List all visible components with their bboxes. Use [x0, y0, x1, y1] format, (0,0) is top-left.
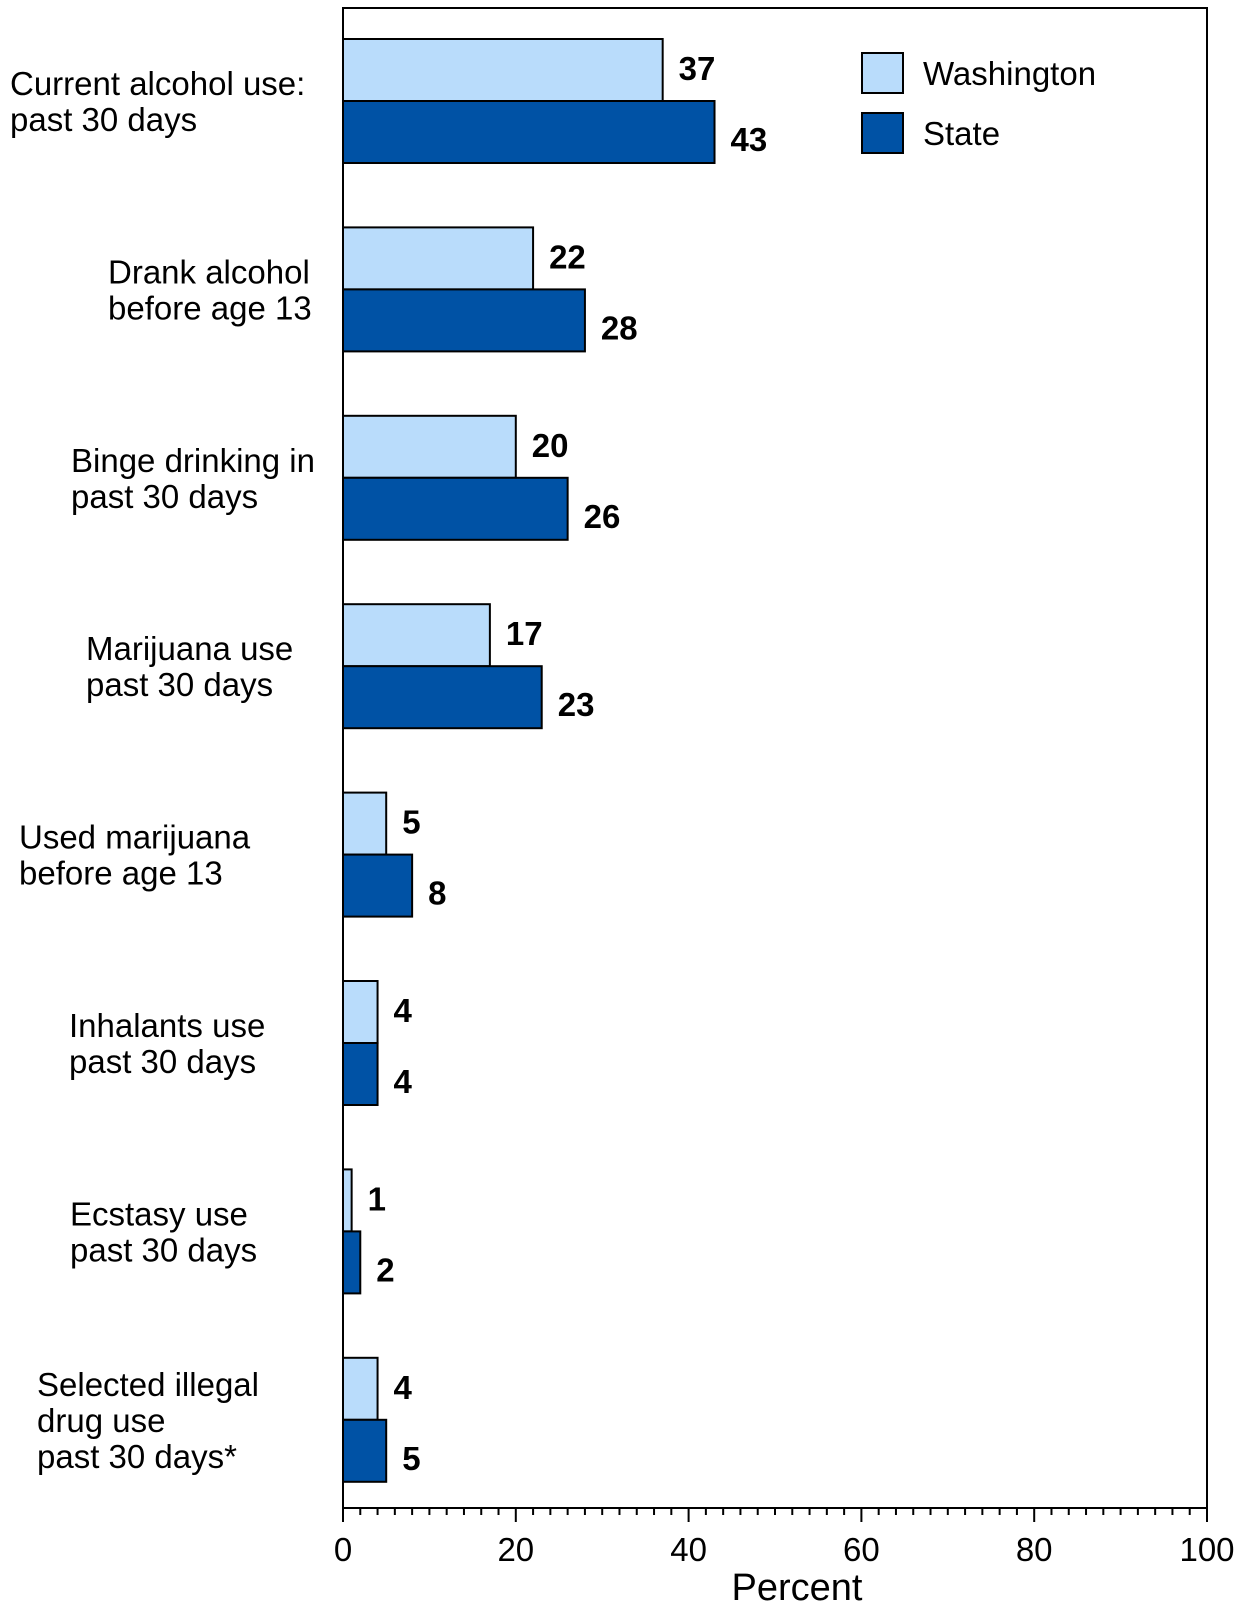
bar-state-0 — [342, 100, 716, 164]
bar-washington-7 — [342, 1356, 379, 1421]
category-label-line: past 30 days — [71, 478, 258, 515]
legend: Washington State — [861, 52, 1096, 154]
category-label-line: Marijuana use — [86, 630, 293, 667]
category-label-line: Inhalants use — [69, 1007, 265, 1044]
value-label-washington-4: 5 — [402, 804, 420, 841]
category-label-line: before age 13 — [19, 855, 223, 892]
value-label-state-7: 5 — [402, 1440, 420, 1477]
category-label-5: Inhalants use past 30 days — [69, 1007, 265, 1080]
x-axis-title: Percent — [732, 1567, 863, 1608]
value-label-washington-7: 4 — [394, 1369, 413, 1406]
bar-washington-6 — [342, 1168, 353, 1233]
value-label-state-3: 23 — [558, 686, 595, 723]
bar-state-7 — [342, 1418, 388, 1483]
category-label-line: past 30 days — [10, 101, 197, 138]
bar-washington-0 — [342, 38, 664, 102]
category-label-line: Drank alcohol — [108, 253, 310, 290]
value-label-washington-1: 22 — [549, 238, 586, 275]
value-label-washington-5: 4 — [394, 992, 413, 1029]
bar-washington-3 — [342, 603, 491, 668]
category-label-6: Ecstasy use past 30 days — [70, 1195, 257, 1268]
value-label-state-1: 28 — [601, 309, 638, 346]
x-tick-label: 80 — [1016, 1531, 1053, 1568]
category-label-1: Drank alcohol before age 13 — [108, 253, 312, 326]
bar-washington-5 — [342, 980, 379, 1044]
bar-washington-1 — [342, 226, 535, 291]
value-label-state-0: 43 — [731, 121, 768, 158]
value-label-washington-2: 20 — [532, 427, 569, 464]
category-label-line: Binge drinking in — [71, 442, 315, 479]
bar-state-3 — [342, 665, 543, 730]
category-label-line: Current alcohol use: — [10, 65, 305, 102]
bar-state-2 — [342, 476, 569, 541]
category-label-line: drug use — [37, 1402, 165, 1439]
legend-label-washington: Washington — [923, 55, 1096, 92]
bar-washington-4 — [342, 791, 388, 856]
bar-state-5 — [342, 1042, 379, 1106]
value-label-state-4: 8 — [428, 875, 446, 912]
category-label-line: Used marijuana — [19, 819, 251, 856]
category-label-line: past 30 days — [86, 666, 273, 703]
category-label-7: Selected illegal drug use past 30 days* — [37, 1366, 259, 1475]
category-label-4: Used marijuana before age 13 — [19, 819, 251, 892]
bar-state-6 — [342, 1230, 362, 1295]
category-label-2: Binge drinking in past 30 days — [71, 442, 315, 515]
legend-label-state: State — [923, 115, 1000, 152]
bar-washington-2 — [342, 414, 517, 479]
category-label-line: past 30 days* — [37, 1438, 237, 1475]
value-label-state-5: 4 — [394, 1063, 413, 1100]
bar-state-4 — [342, 853, 414, 918]
x-axis-ticks: 0 20 40 60 80 100 — [334, 1508, 1235, 1568]
legend-swatch-washington — [861, 52, 904, 94]
value-label-state-6: 2 — [376, 1251, 394, 1288]
x-tick-label: 20 — [497, 1531, 534, 1568]
category-label-line: Ecstasy use — [70, 1195, 248, 1232]
category-label-line: before age 13 — [108, 289, 312, 326]
bar-state-1 — [342, 288, 586, 353]
value-label-washington-0: 37 — [679, 50, 716, 87]
category-label-3: Marijuana use past 30 days — [86, 630, 293, 703]
x-tick-label: 40 — [670, 1531, 707, 1568]
category-label-line: Selected illegal — [37, 1366, 259, 1403]
category-label-line: past 30 days — [70, 1231, 257, 1268]
value-label-washington-6: 1 — [368, 1180, 386, 1217]
value-label-washington-3: 17 — [506, 615, 543, 652]
x-tick-label: 0 — [334, 1531, 352, 1568]
x-tick-label: 60 — [843, 1531, 880, 1568]
category-label-0: Current alcohol use: past 30 days — [10, 65, 305, 138]
x-tick-label: 100 — [1179, 1531, 1234, 1568]
legend-swatch-state — [861, 112, 904, 154]
category-label-line: past 30 days — [69, 1043, 256, 1080]
value-label-state-2: 26 — [584, 498, 621, 535]
